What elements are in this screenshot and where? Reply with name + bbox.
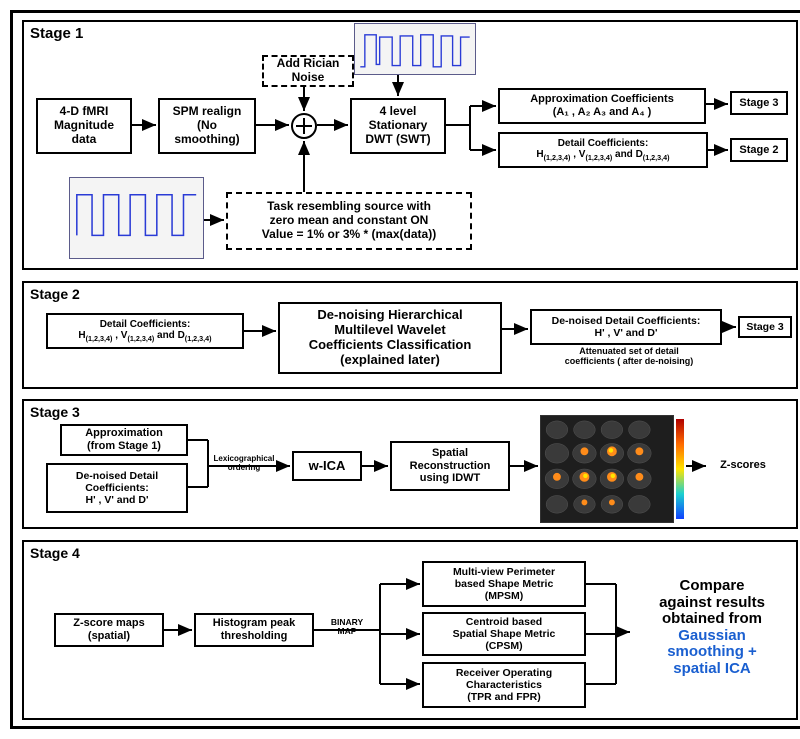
s2-to3: Stage 3	[738, 316, 792, 338]
s4-compare: Compareagainst resultsobtained from Gaus…	[632, 578, 792, 677]
sum-node	[291, 113, 317, 139]
s4-hist: Histogram peakthresholding	[194, 613, 314, 647]
box-approx-coef: Approximation Coefficients(A₁ , A₂ A₃ an…	[498, 88, 706, 124]
s4-zmap: Z-score maps(spatial)	[54, 613, 164, 647]
task-wave-icon	[73, 182, 200, 246]
text: Approximation(from Stage 1)	[85, 427, 163, 452]
s4-mpsm: Multi-view Perimeterbased Shape Metric(M…	[422, 561, 586, 607]
text: w-ICA	[309, 459, 346, 474]
text: Z-score maps(spatial)	[73, 617, 145, 642]
top-signal-plot	[354, 23, 476, 75]
text: Detail Coefficients:H(1,2,3,4) , V(1,2,3…	[78, 319, 211, 344]
stage-4: Stage 4 Z-score maps(spatial) Histogram …	[22, 540, 798, 720]
s2-in: Detail Coefficients:H(1,2,3,4) , V(1,2,3…	[46, 313, 244, 349]
text: Centroid basedSpatial Shape Metric(CPSM)	[453, 616, 556, 652]
s3-zscores: Z-scores	[708, 459, 778, 471]
text: De-noising HierarchicalMultilevel Wavele…	[309, 308, 472, 368]
stage-2-title: Stage 2	[30, 286, 80, 302]
s3-recon: SpatialReconstructionusing IDWT	[390, 441, 510, 491]
s3-approx: Approximation(from Stage 1)	[60, 424, 188, 456]
stage-4-title: Stage 4	[30, 545, 80, 561]
box-detail-coef: Detail Coefficients:H(1,2,3,4) , V(1,2,3…	[498, 132, 708, 168]
figure-canvas: Stage 1 4-D fMRIMagnitudedata SPM realig…	[10, 10, 800, 729]
stage-2: Stage 2 Detail Coefficients:H(1,2,3,4) ,…	[22, 281, 798, 389]
text: SpatialReconstructionusing IDWT	[410, 447, 491, 485]
compare-blue-text: Gaussiansmoothing +spatial ICA	[667, 627, 757, 677]
s2-out-sub: Attenuated set of detailcoefficients ( a…	[536, 347, 722, 367]
box-to-stage2: Stage 2	[730, 138, 788, 162]
stage-1-title: Stage 1	[30, 25, 83, 42]
text: Multi-view Perimeterbased Shape Metric(M…	[453, 566, 555, 602]
s3-wica: w-ICA	[292, 451, 362, 481]
text: Add RicianNoise	[277, 57, 340, 85]
colorbar	[676, 419, 684, 519]
s3-order: Lexicographicalordering	[202, 455, 286, 473]
text: Compareagainst resultsobtained from	[659, 577, 765, 627]
box-add-noise: Add RicianNoise	[262, 55, 354, 87]
text: De-noised DetailCoefficients:H' , V' and…	[76, 470, 158, 506]
s3-detail: De-noised DetailCoefficients:H' , V' and…	[46, 463, 188, 513]
s4-roc: Receiver OperatingCharacteristics(TPR an…	[422, 662, 586, 708]
text: De-noised Detail Coefficients:H' , V' an…	[552, 315, 701, 339]
stage-3-title: Stage 3	[30, 404, 80, 420]
text: Stage 2	[739, 144, 778, 157]
text: SPM realign(Nosmoothing)	[173, 105, 242, 146]
box-to-stage3: Stage 3	[730, 91, 788, 115]
text: Task resembling source withzero mean and…	[262, 200, 436, 241]
text: Stage 3	[746, 321, 783, 333]
text: Detail Coefficients:H(1,2,3,4) , V(1,2,3…	[536, 138, 669, 163]
s2-denoise: De-noising HierarchicalMultilevel Wavele…	[278, 302, 502, 374]
box-task-source: Task resembling source withzero mean and…	[226, 192, 472, 250]
box-swt: 4 levelStationaryDWT (SWT)	[350, 98, 446, 154]
square-wave-icon	[358, 28, 472, 74]
s4-binary: BINARYMAP	[324, 618, 370, 637]
s2-out: De-noised Detail Coefficients:H' , V' an…	[530, 309, 722, 345]
s4-cpsm: Centroid basedSpatial Shape Metric(CPSM)	[422, 612, 586, 656]
text: Histogram peakthresholding	[213, 617, 296, 642]
task-plot	[69, 177, 204, 259]
stage-3: Stage 3 Approximation(from Stage 1) De-n…	[22, 399, 798, 529]
text: Approximation Coefficients(A₁ , A₂ A₃ an…	[530, 93, 674, 118]
text: Receiver OperatingCharacteristics(TPR an…	[456, 667, 552, 703]
box-fmri: 4-D fMRIMagnitudedata	[36, 98, 132, 154]
brain-maps	[540, 415, 674, 523]
text: 4 levelStationaryDWT (SWT)	[365, 105, 430, 146]
text: 4-D fMRIMagnitudedata	[54, 105, 114, 146]
text: Stage 3	[739, 97, 778, 110]
brain-grid-icon	[541, 416, 673, 522]
stage-1: Stage 1 4-D fMRIMagnitudedata SPM realig…	[22, 20, 798, 270]
box-spm: SPM realign(Nosmoothing)	[158, 98, 256, 154]
